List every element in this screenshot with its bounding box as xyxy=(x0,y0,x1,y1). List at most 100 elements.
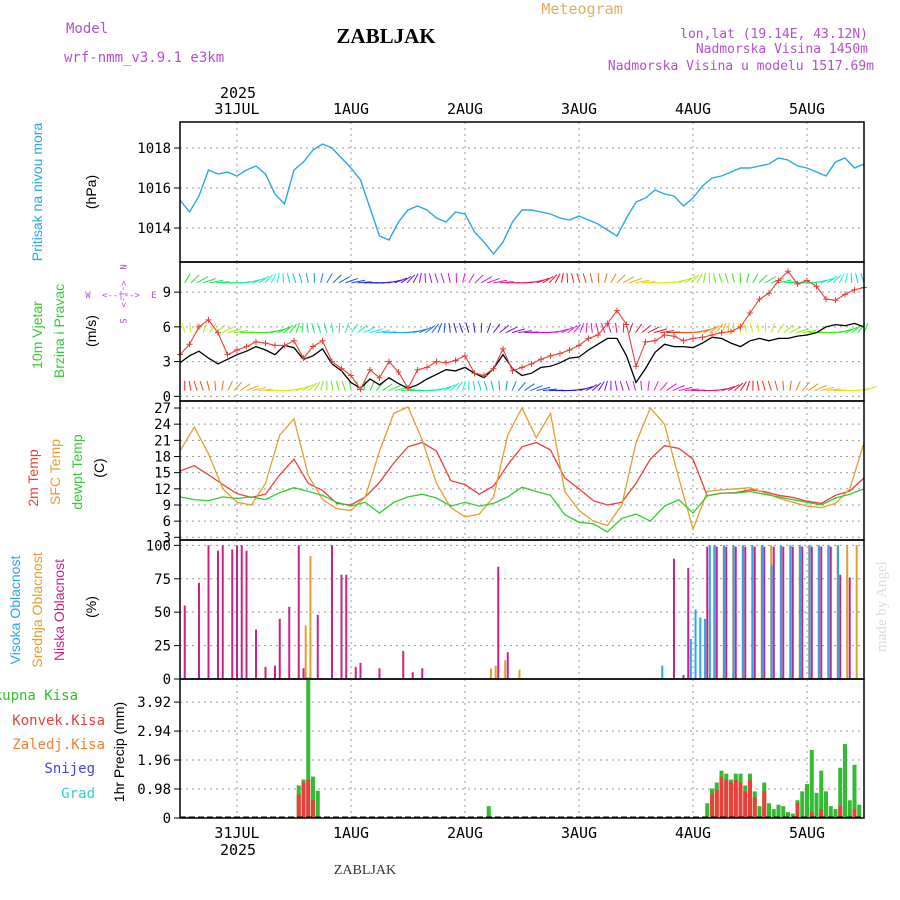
compass-east: E xyxy=(151,291,156,301)
wind-direction-arrow xyxy=(363,326,376,334)
wind-direction-arrow xyxy=(855,273,859,283)
wind-direction-arrow xyxy=(477,380,482,391)
cloud-bar-cloud_low xyxy=(264,666,267,679)
precip-bar-precip_total xyxy=(310,776,316,818)
watermark: made by Angel xyxy=(874,561,890,652)
wind-direction-arrow xyxy=(388,385,401,392)
precip-ytick-label: 0 xyxy=(163,811,171,827)
cloud-bar-cloud_low xyxy=(345,574,348,679)
cloud-bar-cloud_high xyxy=(689,638,692,679)
precip-bar-precip_conv xyxy=(747,779,753,818)
wind-direction-arrow xyxy=(443,384,456,392)
compass-west: W xyxy=(85,291,91,301)
wind-direction-arrow xyxy=(647,326,660,334)
wind-gust-marker xyxy=(433,358,440,365)
day-label-top: 2AUG xyxy=(447,100,483,118)
wind-direction-arrow xyxy=(206,380,210,391)
wind-gust-marker xyxy=(566,347,573,354)
day-label-top: 31JUL xyxy=(214,100,259,118)
cloud-ytick-label: 100 xyxy=(146,538,171,554)
wind-gust-marker xyxy=(215,329,221,336)
cloud-bar-cloud_low xyxy=(402,650,405,679)
wind-direction-arrow xyxy=(708,273,711,283)
model-name: wrf-nmm_v3.9.1 e3km xyxy=(64,50,224,66)
wind-direction-arrow xyxy=(598,381,605,391)
day-label-bottom: 5AUG xyxy=(789,824,825,842)
wind-gust-marker xyxy=(196,323,202,330)
cloud-bar-cloud_high xyxy=(694,609,697,679)
precip-bar-precip_total xyxy=(757,806,762,818)
wind-gust-marker xyxy=(699,334,706,341)
wind-ylabel: (m/s) xyxy=(83,315,99,347)
wind-direction-arrow xyxy=(576,273,581,284)
wind-direction-arrow xyxy=(653,381,659,391)
wind-direction-arrow xyxy=(777,323,785,333)
wind-direction-arrow xyxy=(338,276,351,284)
cloud-bar-cloud_high xyxy=(723,545,726,679)
pressure-series-pritisak-na-nivou-mora xyxy=(179,143,865,256)
wind-gust-marker xyxy=(500,345,506,352)
wind-gust-marker xyxy=(348,372,354,379)
precip-bar-precip_total xyxy=(823,791,829,818)
wind-gust-marker xyxy=(424,364,430,371)
wind-gust-marker xyxy=(509,367,516,374)
precip-bar-precip_total xyxy=(814,792,819,818)
wind-direction-arrow xyxy=(614,322,618,333)
precip-bar-precip_conv xyxy=(762,791,767,818)
precip-bar-precip_conv xyxy=(310,800,316,818)
temperature-ytick-label: 15 xyxy=(154,466,171,482)
model-label: Model xyxy=(66,21,108,37)
wind-gust-marker xyxy=(813,283,820,290)
wind-direction-arrow xyxy=(190,274,200,284)
day-label-top: 3AUG xyxy=(561,100,597,118)
wind-direction-arrow xyxy=(647,380,650,391)
cloud-bar-cloud_low xyxy=(288,606,291,679)
wind-direction-arrow xyxy=(357,324,368,334)
precip-bar-precip_total xyxy=(800,791,805,818)
wind-gust-marker xyxy=(538,356,544,363)
wind-direction-arrow xyxy=(320,380,324,391)
wind-gust-marker xyxy=(291,337,297,344)
cloud-bar-cloud_low xyxy=(801,546,804,679)
wind-direction-arrow xyxy=(542,275,554,284)
wind-ytick-label: 0 xyxy=(163,389,171,405)
wind-direction-arrow xyxy=(749,322,754,333)
wind-gust-marker xyxy=(604,320,611,327)
wind-direction-arrow xyxy=(616,274,626,284)
wind-direction-arrow xyxy=(582,273,587,284)
wind-direction-arrow xyxy=(240,383,251,391)
wind-direction-arrow xyxy=(641,281,656,284)
cloud-bar-cloud_mid xyxy=(518,669,521,679)
wind-direction-arrow xyxy=(703,326,716,334)
wind-direction-arrow xyxy=(561,326,574,334)
wind-direction-arrow xyxy=(282,273,285,283)
year-label-top: 2025 xyxy=(220,84,256,102)
temperature-ytick-label: 6 xyxy=(163,514,171,530)
wind-direction-arrow xyxy=(323,322,328,333)
wind-direction-arrow xyxy=(369,381,375,391)
cloud-bar-cloud_low xyxy=(753,546,756,679)
wind-gust-marker xyxy=(528,360,535,367)
wind-gust-marker xyxy=(576,342,582,349)
wind-direction-arrow xyxy=(271,328,285,334)
wind-direction-arrow xyxy=(629,277,642,284)
temperature-frame xyxy=(179,400,865,541)
cloud-bar-cloud_low xyxy=(820,546,823,679)
wind-direction-arrow xyxy=(505,326,518,334)
compass-south: S xyxy=(117,318,127,323)
wind-direction-arrow xyxy=(752,273,759,284)
temp-title-1: 2m Temp xyxy=(25,449,41,507)
wind-direction-arrow xyxy=(721,323,727,333)
wind-direction-arrow xyxy=(653,328,668,334)
cloud-bar-cloud_low xyxy=(274,665,276,679)
precip-bar-precip_total xyxy=(790,813,795,818)
wind-gust-marker xyxy=(737,323,744,330)
wind-direction-arrow xyxy=(758,274,768,284)
precip-bar-precip_total xyxy=(819,770,824,818)
wind-direction-arrow xyxy=(344,322,350,333)
precip-bar-precip_conv xyxy=(719,776,724,818)
wind-direction-arrow xyxy=(375,381,384,391)
wind-direction-arrow xyxy=(625,380,630,391)
wind-direction-arrow xyxy=(585,384,598,392)
